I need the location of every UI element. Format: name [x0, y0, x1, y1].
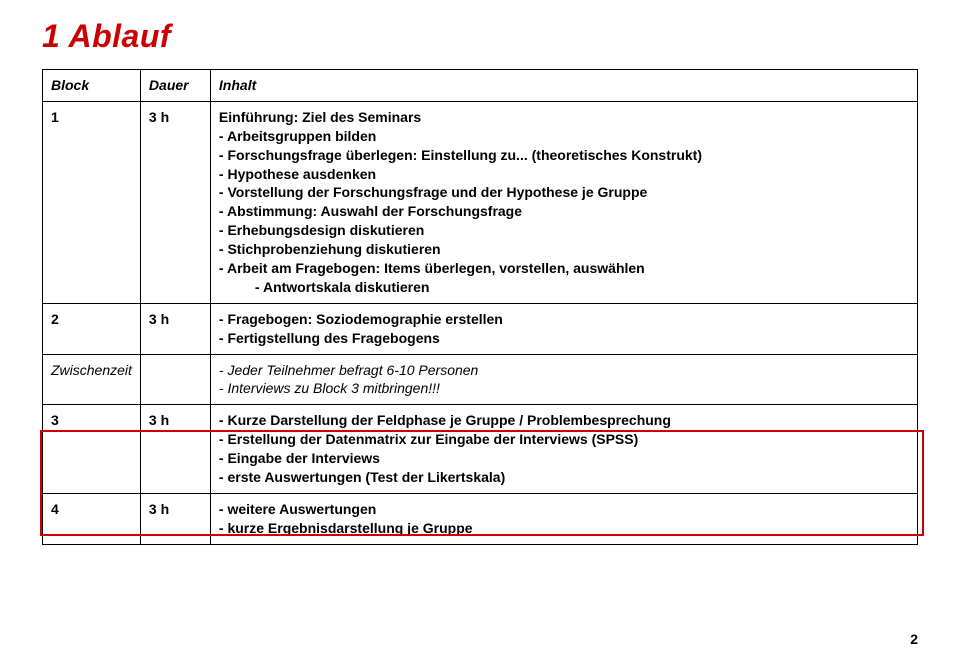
cell-block: 1 — [43, 101, 141, 303]
row-item: - weitere Auswertungen — [219, 500, 909, 519]
row-item: - Eingabe der Interviews — [219, 449, 909, 468]
row-item: - Erhebungsdesign diskutieren — [219, 221, 909, 240]
cell-block: 4 — [43, 493, 141, 544]
page-number: 2 — [910, 631, 918, 647]
table-row: 2 3 h - Fragebogen: Soziodemographie ers… — [43, 303, 918, 354]
col-header-block: Block — [43, 70, 141, 102]
row-item: - Kurze Darstellung der Feldphase je Gru… — [219, 411, 909, 430]
col-header-inhalt: Inhalt — [210, 70, 917, 102]
row-item: - Erstellung der Datenmatrix zur Eingabe… — [219, 430, 909, 449]
table-row: Zwischenzeit - Jeder Teilnehmer befragt … — [43, 354, 918, 405]
row-item: - Abstimmung: Auswahl der Forschungsfrag… — [219, 202, 909, 221]
cell-dauer: 3 h — [140, 405, 210, 494]
row-item: - Fertigstellung des Fragebogens — [219, 329, 909, 348]
cell-block: 3 — [43, 405, 141, 494]
row-item: - Jeder Teilnehmer befragt 6-10 Personen — [219, 361, 909, 380]
cell-inhalt: Einführung: Ziel des Seminars - Arbeitsg… — [210, 101, 917, 303]
table-row: 3 3 h - Kurze Darstellung der Feldphase … — [43, 405, 918, 494]
schedule-table: Block Dauer Inhalt 1 3 h Einführung: Zie… — [42, 69, 918, 545]
row-item: - kurze Ergebnisdarstellung je Gruppe — [219, 519, 909, 538]
table-header-row: Block Dauer Inhalt — [43, 70, 918, 102]
cell-dauer: 3 h — [140, 101, 210, 303]
cell-inhalt: - Jeder Teilnehmer befragt 6-10 Personen… — [210, 354, 917, 405]
col-header-dauer: Dauer — [140, 70, 210, 102]
row-item: - Arbeitsgruppen bilden — [219, 127, 909, 146]
page: 1 Ablauf Block Dauer Inhalt 1 3 h Einfüh… — [0, 0, 960, 659]
table-row: 4 3 h - weitere Auswertungen - kurze Erg… — [43, 493, 918, 544]
row-heading: Einführung: Ziel des Seminars — [219, 108, 909, 127]
cell-inhalt: - Fragebogen: Soziodemographie erstellen… — [210, 303, 917, 354]
cell-inhalt: - weitere Auswertungen - kurze Ergebnisd… — [210, 493, 917, 544]
row-item: - Arbeit am Fragebogen: Items überlegen,… — [219, 259, 909, 278]
page-title: 1 Ablauf — [42, 18, 918, 55]
row-item: - Stichprobenziehung diskutieren — [219, 240, 909, 259]
cell-dauer — [140, 354, 210, 405]
row-item: - Hypothese ausdenken — [219, 165, 909, 184]
cell-inhalt: - Kurze Darstellung der Feldphase je Gru… — [210, 405, 917, 494]
cell-dauer: 3 h — [140, 303, 210, 354]
cell-dauer: 3 h — [140, 493, 210, 544]
row-item: - Forschungsfrage überlegen: Einstellung… — [219, 146, 909, 165]
cell-block: Zwischenzeit — [43, 354, 141, 405]
row-item: - Vorstellung der Forschungsfrage und de… — [219, 183, 909, 202]
row-item: - Interviews zu Block 3 mitbringen!!! — [219, 379, 909, 398]
row-item-indent: - Antwortskala diskutieren — [219, 278, 909, 297]
row-item: - erste Auswertungen (Test der Likertska… — [219, 468, 909, 487]
cell-block: 2 — [43, 303, 141, 354]
row-item: - Fragebogen: Soziodemographie erstellen — [219, 310, 909, 329]
table-row: 1 3 h Einführung: Ziel des Seminars - Ar… — [43, 101, 918, 303]
